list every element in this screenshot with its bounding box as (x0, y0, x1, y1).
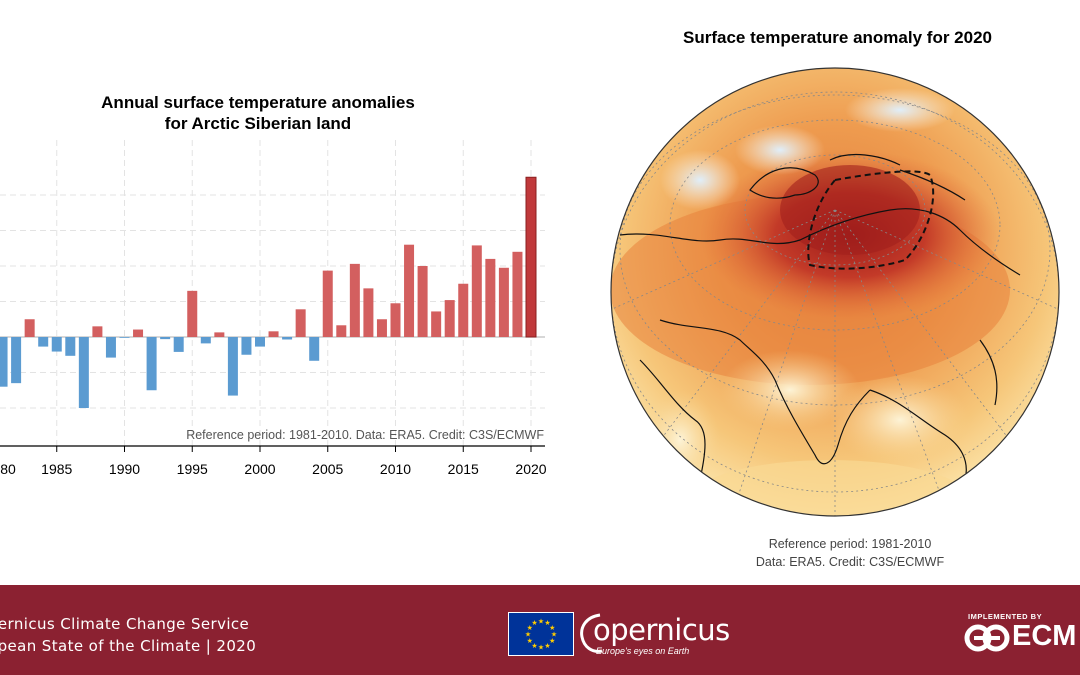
bar-2005 (322, 270, 333, 337)
eu-star-icon: ★ (531, 642, 537, 650)
arctic-siberia-region (807, 170, 935, 270)
bars (0, 176, 537, 408)
x-tick-label: 80 (0, 461, 16, 477)
bar-1995 (187, 290, 198, 337)
bar-2010 (390, 303, 401, 337)
bar-2008 (363, 288, 374, 337)
bar-2020 (525, 176, 537, 338)
graticule (611, 91, 1059, 516)
bar-2007 (349, 263, 360, 337)
bar-1985 (51, 337, 62, 352)
eu-flag-icon: ★ ★ ★ ★ ★ ★ ★ ★ ★ ★ ★ ★ (508, 612, 574, 656)
bar-2018 (498, 267, 509, 337)
copernicus-tagline: Europe's eyes on Earth (596, 646, 690, 656)
bar-1993 (160, 337, 171, 340)
map-title: Surface temperature anomaly for 2020 (683, 28, 992, 47)
bar-1998 (227, 337, 238, 396)
bar-1996 (200, 337, 211, 344)
copernicus-wordmark: opernicus (593, 613, 730, 647)
eu-star-icon: ★ (549, 637, 555, 645)
bar-2006 (336, 325, 347, 337)
bar-2009 (376, 319, 387, 337)
map-reference-line-1: Reference period: 1981-2010 (768, 537, 932, 551)
eu-star-icon: ★ (527, 637, 533, 645)
chart-title-line-2: for Arctic Siberian land (164, 114, 352, 133)
x-tick-label: 2010 (380, 461, 411, 477)
bar-1991 (133, 329, 144, 337)
bar-1988 (92, 326, 103, 337)
bar-2016 (471, 245, 482, 337)
bar-1982 (11, 337, 22, 384)
eu-star-icon: ★ (549, 624, 555, 632)
bar-1981 (0, 337, 8, 387)
x-tick-label: 1995 (177, 461, 208, 477)
footer-text: pernicus Climate Change Service opean St… (0, 613, 256, 657)
bar-1983 (24, 319, 35, 337)
bar-1997 (214, 332, 225, 337)
bar-2001 (268, 331, 279, 337)
footer-line-2: opean State of the Climate | 2020 (0, 637, 257, 655)
bar-2004 (309, 337, 320, 361)
bar-1987 (78, 337, 89, 408)
map-reference-note: Reference period: 1981-2010 Data: ERA5. … (700, 535, 1000, 571)
bar-1999 (241, 337, 252, 355)
map-reference-line-2: Data: ERA5. Credit: C3S/ECMWF (755, 555, 945, 569)
eu-star-icon: ★ (527, 624, 533, 632)
bar-2012 (417, 266, 428, 337)
reference-annotation: Reference period: 1981-2010. Data: ERA5.… (186, 428, 544, 442)
footer-line-1: pernicus Climate Change Service (0, 615, 250, 633)
x-tick-label: 1985 (41, 461, 72, 477)
eu-star-icon: ★ (531, 619, 537, 627)
globe-map (610, 67, 1060, 517)
eu-star-icon: ★ (544, 619, 550, 627)
bar-2015 (458, 283, 469, 337)
bar-1992 (146, 337, 157, 391)
bar-1986 (65, 337, 76, 356)
bar-chart: 80 1985 1990 1995 2000 2005 2010 2015 2020 Refer… (0, 140, 547, 477)
eu-star-icon: ★ (544, 642, 550, 650)
bar-2014 (444, 300, 455, 337)
bar-2013 (431, 311, 442, 337)
bar-1990 (119, 337, 130, 338)
bar-2017 (485, 258, 496, 337)
globe-fill (611, 68, 1059, 516)
bar-2011 (404, 244, 415, 337)
bar-2000 (255, 337, 265, 347)
x-tick-label: 2015 (448, 461, 479, 477)
eu-star-icon: ★ (538, 618, 544, 626)
eu-star-icon: ★ (538, 644, 544, 652)
eu-star-icon: ★ (525, 631, 531, 639)
eu-star-icon: ★ (551, 631, 557, 639)
chart-title-line-1: Annual surface temperature anomalies (101, 93, 415, 112)
globe-outline (610, 67, 1060, 517)
bar-1989 (105, 337, 116, 358)
bar-2019 (512, 251, 523, 337)
bar-1984 (38, 337, 49, 347)
chart-title: Annual surface temperature anomalies for… (0, 92, 516, 134)
x-tick-label: 2005 (312, 461, 343, 477)
coastlines (619, 154, 1021, 481)
copernicus-logo-icon (580, 613, 603, 653)
bar-2002 (282, 337, 293, 340)
ecmwf-wordmark: ECM (1012, 620, 1077, 652)
x-tick-label: 2000 (244, 461, 275, 477)
implemented-by-label: IMPLEMENTED BY (968, 612, 1043, 621)
footer-bar: pernicus Climate Change Service opean St… (0, 585, 1080, 675)
x-tick-label: 2020 (515, 461, 546, 477)
bar-1994 (173, 337, 184, 352)
x-ticks: 80 1985 1990 1995 2000 2005 2010 2015 2020 (0, 446, 547, 477)
ecmwf-logo-icon (964, 624, 1010, 652)
bar-2003 (295, 309, 306, 337)
x-tick-label: 1990 (109, 461, 140, 477)
